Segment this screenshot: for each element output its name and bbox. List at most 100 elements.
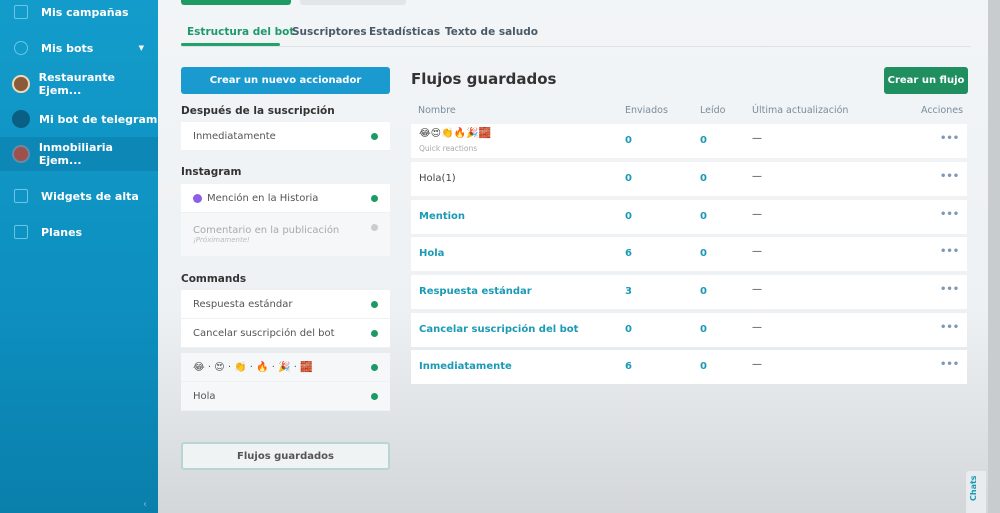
section-instagram: Instagram [181,166,242,178]
last-updated: — [752,133,762,144]
divider [181,427,390,428]
sidebar-item-telegram[interactable]: Mi bot de telegram [0,102,158,136]
tab-subscribers[interactable]: Suscriptores [292,26,367,38]
trigger-item[interactable]: Hola [181,382,390,411]
status-dot [371,224,378,231]
instagram-icon [193,193,202,203]
read-count: 0 [700,324,707,335]
top-primary-button[interactable] [181,0,291,5]
sent-count: 0 [625,173,632,184]
sidebar-item-label: Mi bot de telegram [39,112,158,126]
column-header-updated: Última actualización [752,105,849,116]
bots-icon [14,41,28,55]
create-trigger-button[interactable]: Crear un nuevo accionador [181,67,390,94]
read-count: 0 [700,211,707,222]
trigger-label: 😂 · 😍 · 👏 · 🔥 · 🎉 · 🧱 [193,361,313,373]
section-commands: Commands [181,273,247,285]
avatar [12,75,30,93]
trigger-item[interactable]: 😂 · 😍 · 👏 · 🔥 · 🎉 · 🧱 [181,353,390,382]
flow-name[interactable]: Inmediatamente [419,361,512,372]
table-row[interactable]: Inmediatamente 6 0 — ••• [411,350,967,384]
create-flow-button[interactable]: Crear un flujo [884,67,968,94]
status-dot [371,329,378,337]
page-title: Flujos guardados [411,70,557,88]
tab-greeting[interactable]: Texto de saludo [445,26,538,38]
sidebar-item-label: Widgets de alta [41,189,139,203]
widget-icon [14,189,28,203]
telegram-icon [12,110,30,128]
scrollbar[interactable] [988,0,1000,513]
collapse-sidebar-icon[interactable]: ‹ [143,499,147,510]
chats-label: Chats [969,475,978,501]
sidebar-item-plans[interactable]: Planes [0,215,158,249]
last-updated: — [752,171,762,182]
trigger-item[interactable]: Cancelar suscripción del bot [181,319,390,348]
trigger-item-disabled: Comentario en la publicación ¡Próximament… [181,213,390,257]
flow-name[interactable]: 😂😍👏🔥🎉🧱 [419,128,491,139]
trigger-label: Cancelar suscripción del bot [193,327,335,339]
sidebar-item-label: Restaurante Ejem... [38,71,115,97]
trigger-item[interactable]: Mención en la Historia [181,184,390,213]
table-row[interactable]: Cancelar suscripción del bot 0 0 — ••• [411,313,967,347]
sidebar-item-inmobiliaria[interactable]: Inmobiliaria Ejem... [0,137,158,171]
status-dot [371,300,378,308]
sidebar-item-label: Mis bots [41,41,94,55]
top-secondary-button[interactable] [300,0,406,5]
more-actions-icon[interactable]: ••• [940,209,960,220]
sidebar-item-campaigns[interactable]: Mis campañas [0,0,158,29]
column-header-sent: Enviados [625,105,668,116]
flow-name[interactable]: Hola [419,248,445,259]
plans-icon [14,225,28,239]
status-dot [371,363,378,371]
more-actions-icon[interactable]: ••• [940,284,960,295]
trigger-label: Mención en la Historia [207,192,319,204]
sidebar-item-label: Planes [41,225,83,239]
last-updated: — [752,359,762,370]
read-count: 0 [700,173,707,184]
table-row[interactable]: 😂😍👏🔥🎉🧱 Quick reactions 0 0 — ••• [411,124,967,158]
flow-name[interactable]: Respuesta estándar [419,286,532,297]
tab-statistics[interactable]: Estadísticas [369,26,441,38]
more-actions-icon[interactable]: ••• [940,133,960,144]
last-updated: — [752,246,762,257]
coming-soon-label: ¡Próximamente! [193,236,250,244]
sent-count: 3 [625,286,632,297]
sent-count: 6 [625,361,632,372]
active-tab-indicator [181,43,280,46]
sidebar-item-label: Mis campañas [41,5,129,19]
read-count: 0 [700,286,707,297]
tab-structure[interactable]: Estructura del bot [187,26,295,38]
read-count: 0 [700,248,707,259]
table-row[interactable]: Hola(1) 0 0 — ••• [411,162,967,196]
column-header-name: Nombre [418,105,456,116]
read-count: 0 [700,135,707,146]
table-row[interactable]: Respuesta estándar 3 0 — ••• [411,275,967,309]
sidebar-item-widgets[interactable]: Widgets de alta [0,179,158,213]
sidebar-item-bots[interactable]: Mis bots ▼ [0,31,158,65]
trigger-label: Comentario en la publicación [193,225,340,236]
more-actions-icon[interactable]: ••• [940,322,960,333]
last-updated: — [752,209,762,220]
table-row[interactable]: Mention 0 0 — ••• [411,200,967,234]
sidebar-item-label: Inmobiliaria Ejem... [38,141,113,167]
trigger-item[interactable]: Inmediatamente [181,122,390,151]
flow-subtitle: Quick reactions [419,144,478,153]
sidebar-item-restaurante[interactable]: Restaurante Ejem... [0,67,158,101]
table-row[interactable]: Hola 6 0 — ••• [411,237,967,271]
flow-name[interactable]: Hola(1) [419,173,456,184]
read-count: 0 [700,361,707,372]
saved-flows-button[interactable]: Flujos guardados [181,442,390,470]
sent-count: 0 [625,135,632,146]
flow-name[interactable]: Cancelar suscripción del bot [419,324,579,335]
more-actions-icon[interactable]: ••• [940,171,960,182]
last-updated: — [752,284,762,295]
trigger-item[interactable]: Respuesta estándar [181,290,390,319]
column-header-read: Leído [700,105,726,116]
column-header-actions: Acciones [921,105,964,116]
trigger-label: Respuesta estándar [193,298,293,310]
more-actions-icon[interactable]: ••• [940,246,960,257]
chats-tab[interactable]: Chats [966,471,986,513]
status-dot [371,392,378,400]
more-actions-icon[interactable]: ••• [940,359,960,370]
flow-name[interactable]: Mention [419,211,466,222]
